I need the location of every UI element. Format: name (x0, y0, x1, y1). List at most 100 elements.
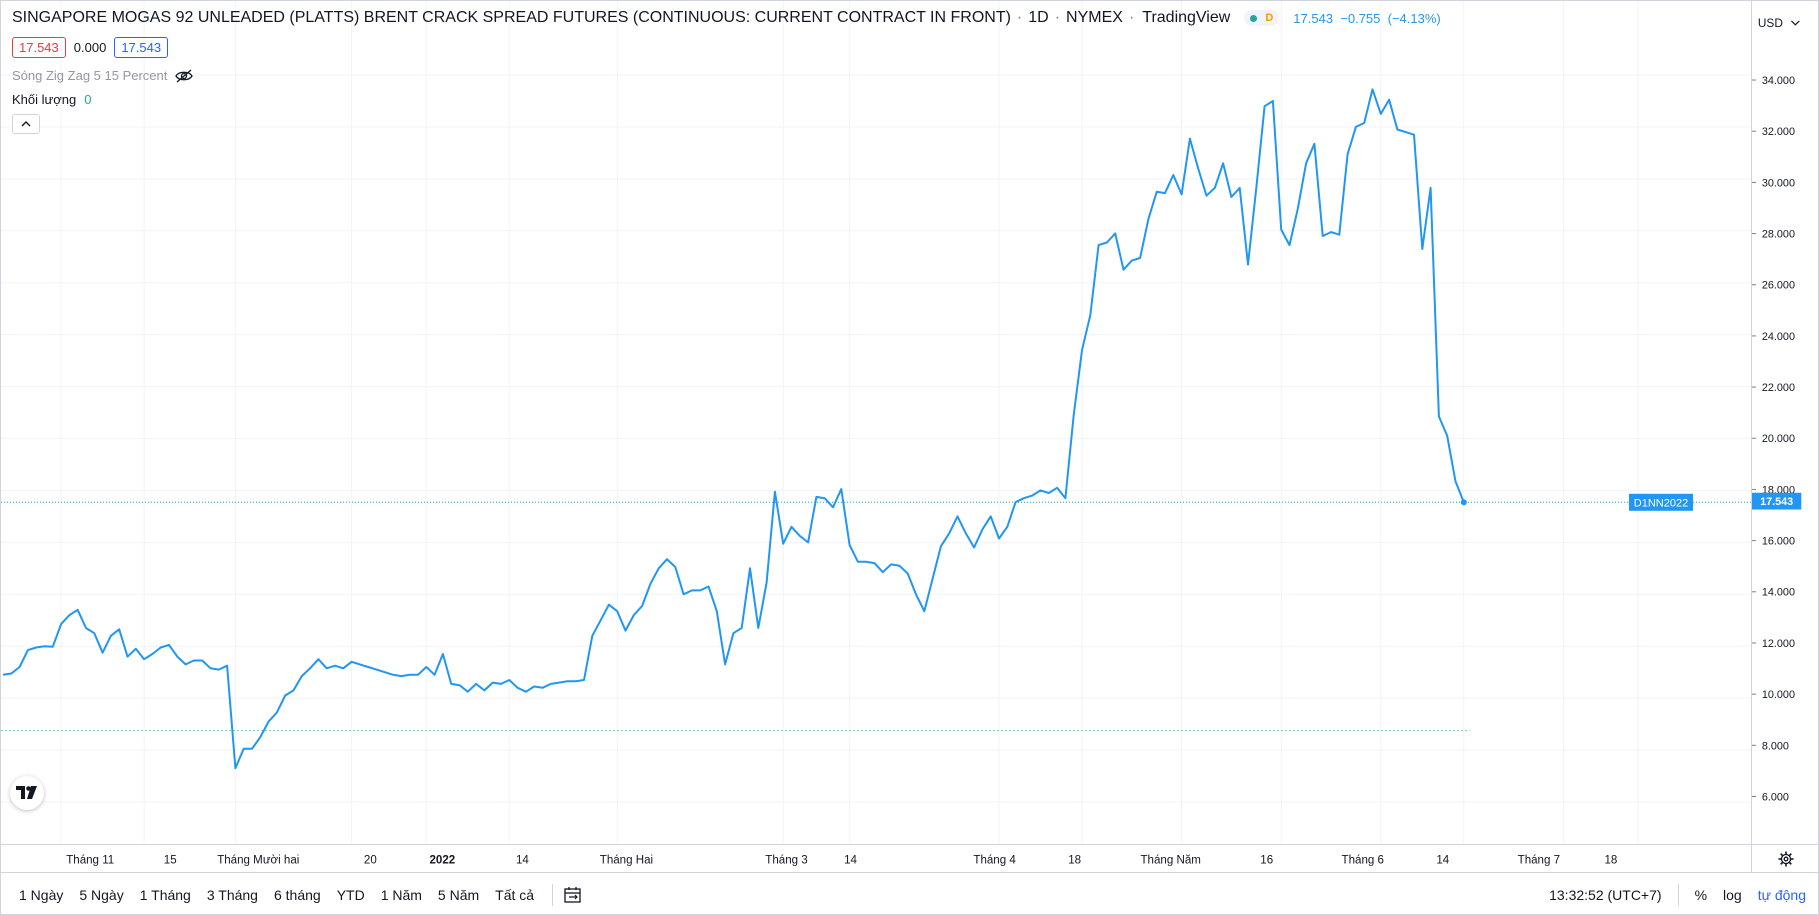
data-point (1073, 414, 1075, 416)
data-point (176, 656, 178, 658)
volume-indicator-row[interactable]: Khối lượng 0 (12, 92, 91, 107)
go-to-date-button[interactable] (563, 886, 583, 904)
data-point (1164, 192, 1166, 194)
range-5y-button[interactable]: 5 Năm (437, 886, 480, 903)
range-1d-button[interactable]: 1 Ngày (19, 886, 64, 903)
data-point (616, 610, 618, 612)
data-point (1006, 526, 1008, 528)
data-point (160, 647, 162, 649)
range-ytd-button[interactable]: YTD (336, 886, 365, 903)
legend-values: 17.543 −0.755 (−4.13%) (1293, 11, 1440, 26)
market-status[interactable]: D (1244, 10, 1280, 26)
data-point (77, 609, 79, 611)
data-point (907, 573, 909, 575)
plot-area[interactable]: D1NN2022 (1, 1, 1751, 844)
time-tick-label: 20 (364, 854, 377, 866)
data-point (10, 673, 12, 675)
range-1y-button[interactable]: 1 Năm (380, 886, 422, 903)
data-point (683, 593, 685, 595)
time-tick-label: Tháng Năm (1140, 854, 1200, 866)
price-axis[interactable]: USD 6.0008.00010.00012.00014.00016.00018… (1751, 1, 1819, 844)
data-point (168, 644, 170, 646)
data-point (102, 652, 104, 654)
last-price-tag: 17.543 (1752, 492, 1802, 510)
data-point (1313, 143, 1315, 145)
contract-tag: D1NN2022 (1629, 493, 1693, 511)
data-point (641, 605, 643, 607)
interval-label[interactable]: 1D (1028, 9, 1049, 26)
data-point (483, 689, 485, 691)
source-label: TradingView (1142, 9, 1231, 26)
sell-price-button[interactable]: 17.543 (12, 37, 66, 58)
zigzag-indicator-row[interactable]: Sóng Zig Zag 5 15 Percent (12, 68, 194, 83)
data-point (1438, 415, 1440, 417)
data-point (716, 610, 718, 612)
time-axis[interactable]: Tháng 11 15 Tháng Mười hai 20 2022 14 Tháng Ha… (1, 844, 1751, 872)
data-point (782, 543, 784, 545)
data-point (400, 675, 402, 677)
data-point (1446, 435, 1448, 437)
data-point (417, 674, 419, 676)
data-point (342, 667, 344, 669)
data-point (127, 656, 129, 658)
data-point (218, 669, 220, 671)
legend-separator: · (1054, 9, 1061, 26)
price-tick-label: 20.000 (1762, 433, 1795, 445)
collapse-legend-button[interactable] (12, 114, 40, 134)
data-point (1131, 260, 1133, 262)
range-6m-button[interactable]: 6 tháng (273, 886, 321, 903)
data-point (757, 627, 759, 629)
data-point (940, 545, 942, 547)
data-point (973, 547, 975, 549)
bid-ask-row: 17.543 0.000 17.543 (12, 37, 169, 58)
log-scale-toggle[interactable]: log (1723, 886, 1742, 903)
data-point (1413, 134, 1415, 136)
data-point (1106, 242, 1108, 244)
data-point (898, 565, 900, 567)
data-point (658, 567, 660, 569)
currency-label[interactable]: USD (1758, 16, 1783, 30)
data-point (293, 689, 295, 691)
data-point (1372, 88, 1374, 90)
buy-price-button[interactable]: 17.543 (114, 37, 169, 58)
percent-scale-toggle[interactable]: % (1694, 886, 1708, 903)
range-1m-button[interactable]: 1 Tháng (139, 886, 191, 903)
data-point (1098, 244, 1100, 246)
currency-dropdown-icon[interactable] (1791, 20, 1800, 26)
time-tick-labels: Tháng 11 15 Tháng Mười hai 20 2022 14 Tháng Ha… (66, 854, 1617, 866)
auto-scale-toggle[interactable]: tự động (1757, 886, 1806, 903)
data-point (932, 578, 934, 580)
data-point (542, 687, 544, 689)
tradingview-logo-icon (16, 786, 37, 799)
range-5d-button[interactable]: 5 Ngày (79, 886, 124, 903)
settings-gear-icon[interactable] (1778, 851, 1794, 867)
data-point (807, 541, 809, 543)
data-point (27, 649, 29, 651)
clock-timezone[interactable]: 13:32:52 (UTC+7) (1549, 886, 1662, 903)
data-point (434, 674, 436, 676)
hidden-eye-icon[interactable] (175, 69, 194, 83)
data-point (1363, 122, 1365, 124)
volume-indicator-value: 0 (84, 92, 92, 107)
price-tick-label: 26.000 (1762, 280, 1795, 292)
data-point (1322, 235, 1324, 237)
data-point (425, 666, 427, 668)
tradingview-logo[interactable] (10, 776, 44, 810)
data-point (143, 658, 145, 660)
data-point (1064, 497, 1066, 499)
last-price-dot (1460, 499, 1467, 506)
legend-separator: · (1128, 9, 1135, 26)
data-point (93, 632, 95, 634)
data-point (915, 593, 917, 595)
range-all-button[interactable]: Tất cả (495, 886, 535, 903)
data-point (1139, 257, 1141, 259)
symbol-title[interactable]: SINGAPORE MOGAS 92 UNLEADED (PLATTS) BRE… (12, 9, 1011, 26)
data-point (649, 583, 651, 585)
data-point (475, 683, 477, 685)
range-3m-button[interactable]: 3 Tháng (206, 886, 258, 903)
data-point (226, 665, 228, 667)
data-point (52, 646, 54, 648)
data-point (135, 648, 137, 650)
delayed-data-icon: D (1265, 12, 1274, 24)
data-point (60, 623, 62, 625)
